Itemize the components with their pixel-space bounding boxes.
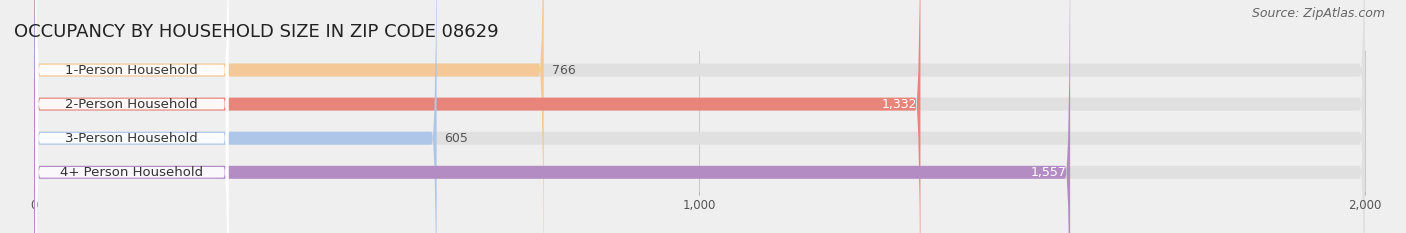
FancyBboxPatch shape [35, 0, 228, 233]
FancyBboxPatch shape [34, 0, 1365, 233]
FancyBboxPatch shape [34, 0, 1365, 233]
FancyBboxPatch shape [34, 0, 544, 233]
Text: 3-Person Household: 3-Person Household [66, 132, 198, 145]
FancyBboxPatch shape [35, 0, 228, 233]
FancyBboxPatch shape [35, 0, 228, 233]
Text: 1,557: 1,557 [1031, 166, 1067, 179]
Text: 1,332: 1,332 [882, 98, 917, 111]
FancyBboxPatch shape [35, 0, 228, 233]
Text: 2-Person Household: 2-Person Household [66, 98, 198, 111]
FancyBboxPatch shape [34, 0, 1365, 233]
FancyBboxPatch shape [34, 0, 921, 233]
Text: 4+ Person Household: 4+ Person Household [60, 166, 204, 179]
Text: 605: 605 [444, 132, 468, 145]
FancyBboxPatch shape [34, 0, 437, 233]
Text: 1-Person Household: 1-Person Household [66, 64, 198, 76]
FancyBboxPatch shape [34, 0, 1365, 233]
Text: Source: ZipAtlas.com: Source: ZipAtlas.com [1251, 7, 1385, 20]
Text: OCCUPANCY BY HOUSEHOLD SIZE IN ZIP CODE 08629: OCCUPANCY BY HOUSEHOLD SIZE IN ZIP CODE … [14, 23, 499, 41]
FancyBboxPatch shape [34, 0, 1070, 233]
Text: 766: 766 [551, 64, 575, 76]
